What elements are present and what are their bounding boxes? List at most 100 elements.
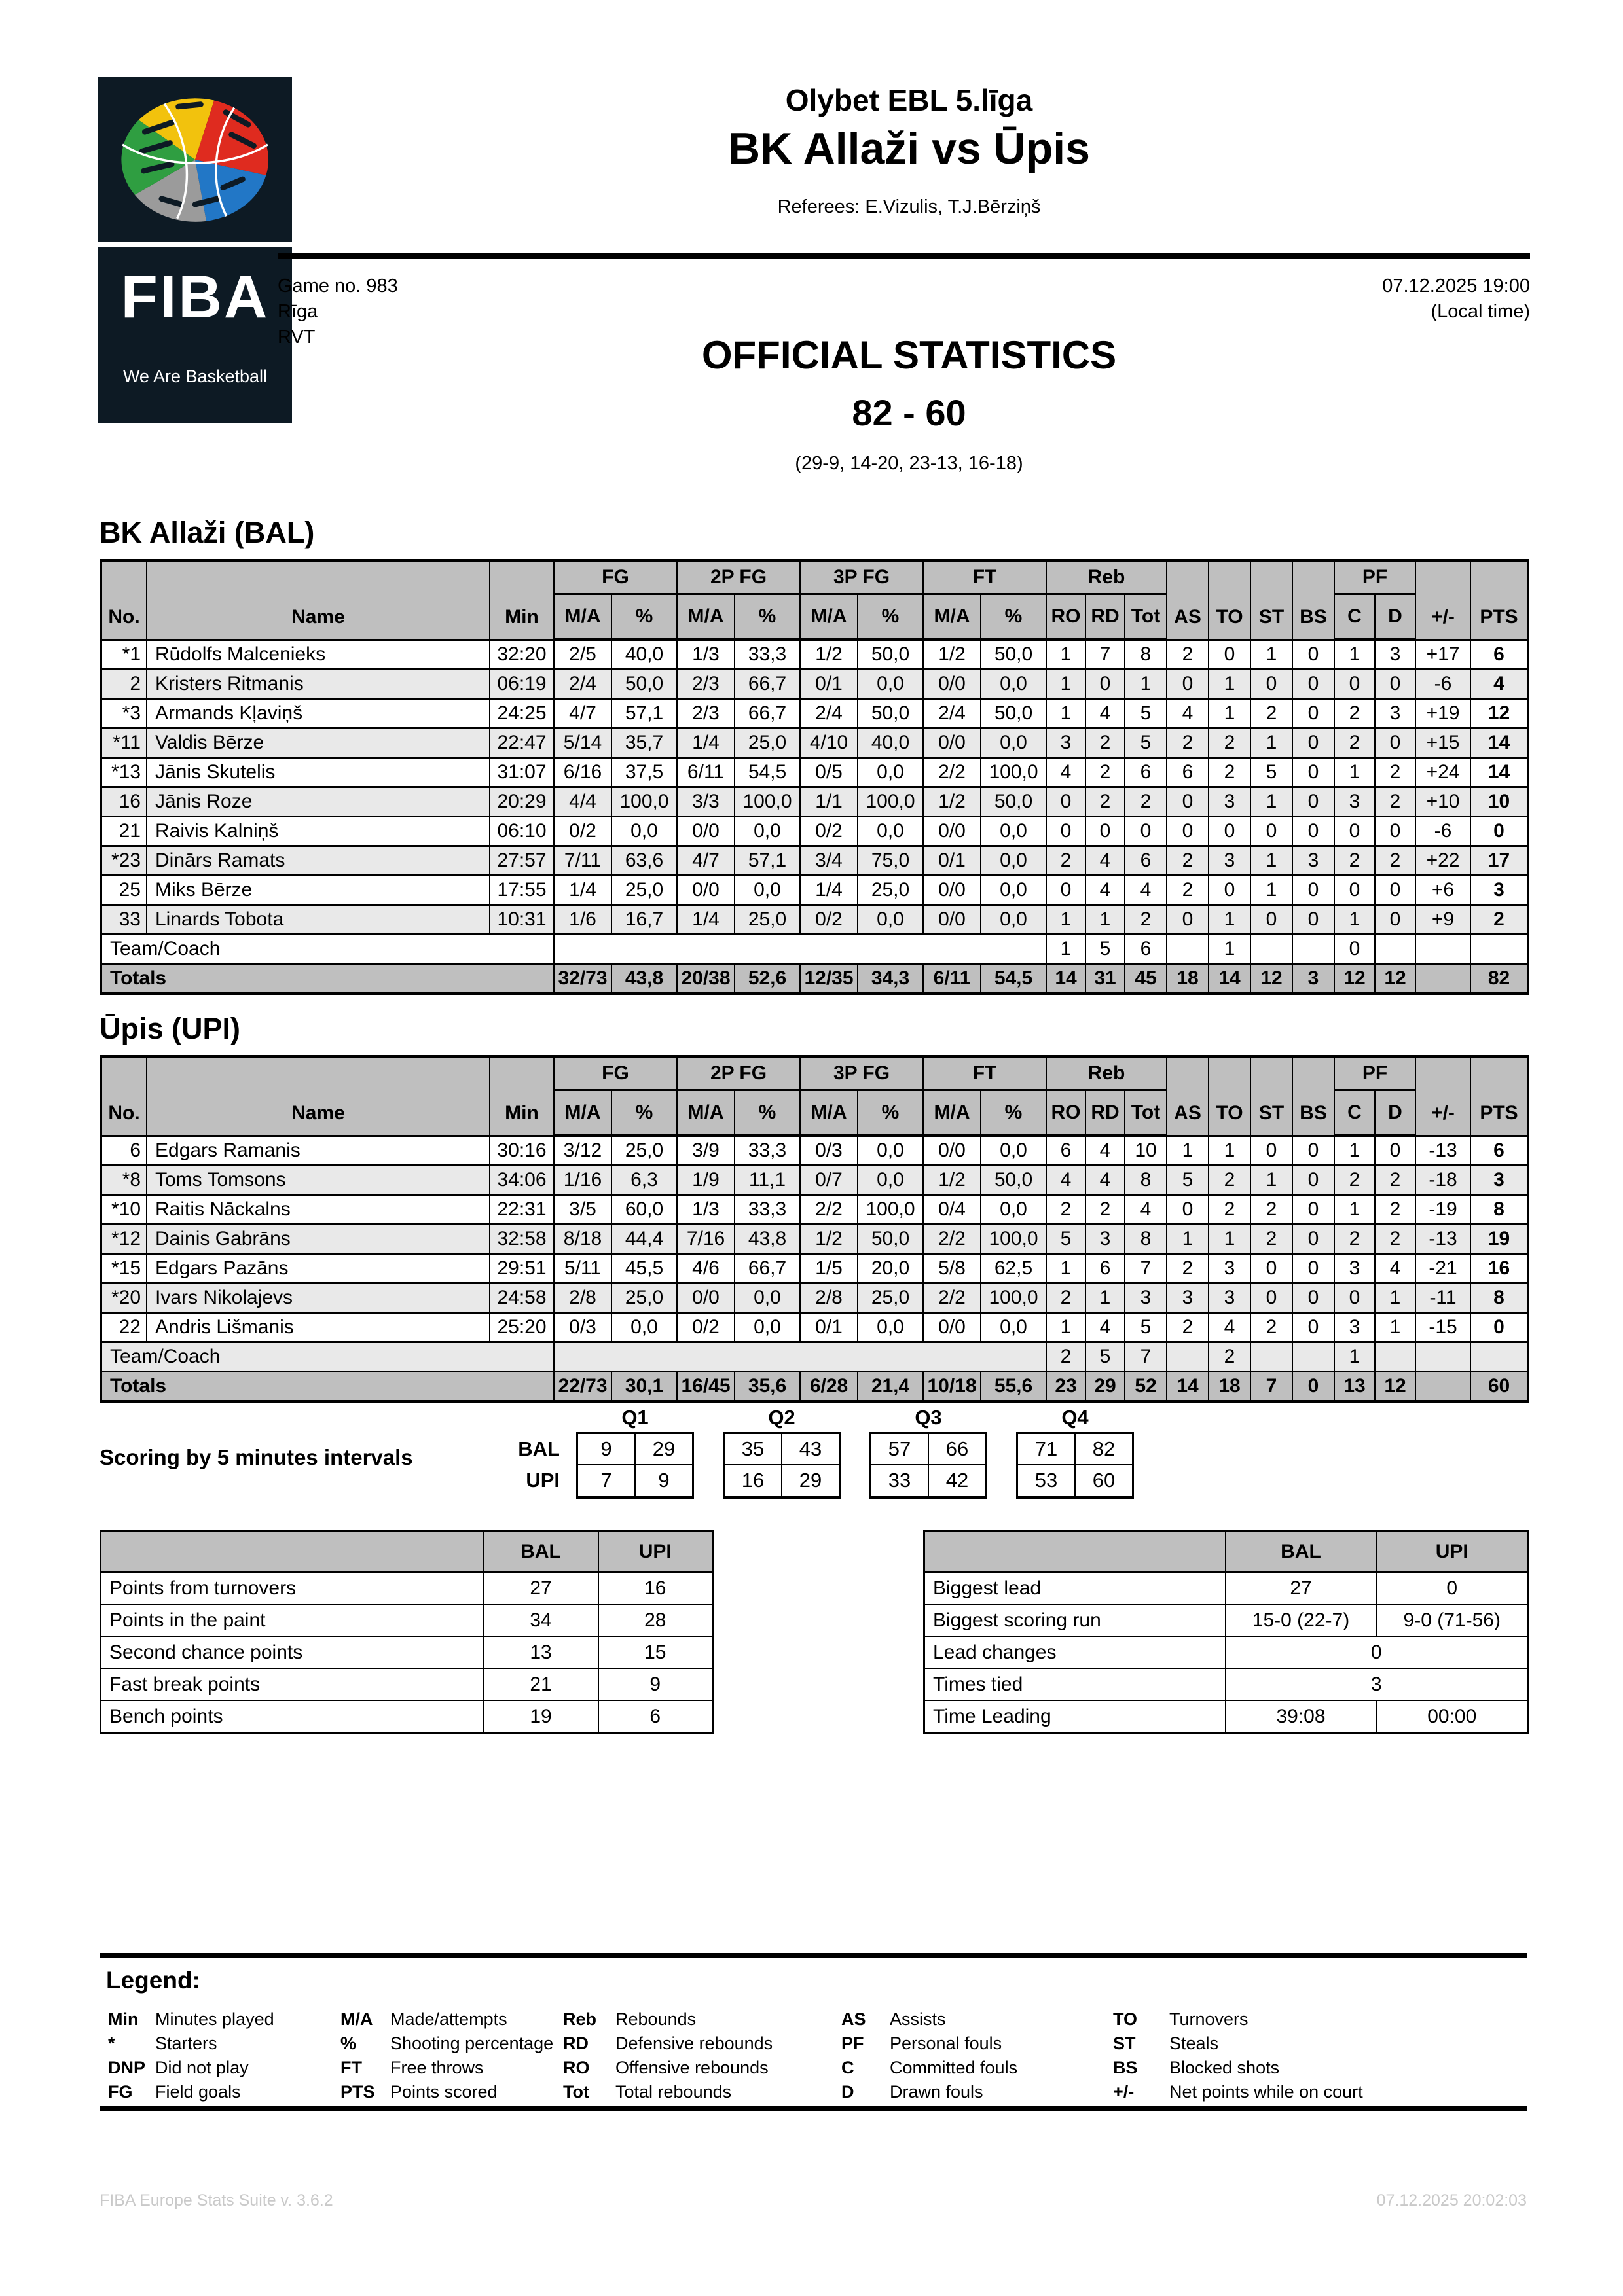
stat-cell: 2 (1085, 757, 1126, 788)
stat-cell: -6 (1415, 668, 1472, 700)
stat-cell: 1/6 (553, 904, 612, 935)
stat-cell: 2/2 (922, 1282, 982, 1314)
col-made-attempts: M/A (799, 593, 859, 641)
legend-abbr: % (340, 2034, 357, 2053)
stat-cell: +24 (1415, 757, 1472, 788)
stat-cell: 37,5 (610, 757, 678, 788)
totals-label: Totals (100, 963, 555, 995)
stat-cell: 19 (1470, 1223, 1529, 1255)
stat-cell: 2 (1085, 727, 1126, 759)
stat-cell: 0,0 (980, 1312, 1048, 1343)
legend-entry: D Drawn fouls (841, 2080, 1017, 2104)
comparison-team-header: UPI (1376, 1530, 1529, 1573)
stat-cell: 0 (1292, 1164, 1336, 1196)
comparison-label: Biggest scoring run (923, 1604, 1226, 1637)
stat-cell: 3 (1374, 638, 1417, 670)
comparison-table: BAL UPI Biggest lead 27 0 Biggest scoring run… (923, 1530, 1529, 1734)
stat-cell: 1 (1208, 933, 1252, 965)
stat-cell: 0,0 (980, 668, 1048, 700)
player-name-cell: Jānis Roze (146, 786, 490, 817)
stat-cell: -21 (1415, 1253, 1472, 1284)
stat-cell: 2/2 (922, 1223, 982, 1255)
stat-cell: 2 (1046, 845, 1087, 876)
stat-cell: 25,0 (857, 874, 924, 906)
comparison-value: 21 (483, 1668, 599, 1701)
stat-cell: 2 (1374, 1223, 1417, 1255)
comparison-blank-header (100, 1530, 484, 1573)
fiba-wordmark: FIBA (120, 263, 270, 331)
stat-cell: 3/12 (553, 1134, 612, 1166)
stat-cell: 32:58 (489, 1223, 555, 1255)
player-row: 2 Kristers Ritmanis 06:19 2/4 50,0 2/3 66,7 0/1… (100, 668, 1529, 700)
stat-cell: 100,0 (857, 1194, 924, 1225)
stat-cell: 1/5 (799, 1253, 859, 1284)
legend-entry: % Shooting percentage (340, 2032, 553, 2056)
stat-cell (1374, 1341, 1417, 1372)
final-score: 82 - 60 (852, 392, 966, 433)
game-info-left: Game no. 983 Rīga RVT (278, 274, 398, 350)
stat-cell: -13 (1415, 1134, 1472, 1166)
stat-cell: 33,3 (734, 1134, 801, 1166)
stat-cell: 0,0 (857, 757, 924, 788)
stat-cell: 17:55 (489, 874, 555, 906)
stat-cell: 4/7 (676, 845, 736, 876)
stat-cell: 4/7 (553, 698, 612, 729)
col-percentage: % (980, 593, 1048, 641)
legend-entry: C Committed fouls (841, 2056, 1017, 2080)
player-row: 16 Jānis Roze 20:29 4/4 100,0 3/3 100,0 1/1 100,… (100, 786, 1529, 817)
legend-description: Committed fouls (890, 2058, 1018, 2077)
stat-cell: 0 (1470, 1312, 1529, 1343)
player-row: *15 Edgars Pazāns 29:51 5/11 45,5 4/6 66,7 1/5 2… (100, 1253, 1529, 1284)
stat-cell: 0 (1374, 668, 1417, 700)
col-committed: C (1334, 593, 1376, 641)
stat-cell: 6 (1470, 1134, 1529, 1166)
legend-title: Legend: (106, 1967, 200, 1994)
stat-cell: 18 (1208, 1371, 1252, 1403)
col-made-attempts: M/A (553, 593, 612, 641)
stat-cell: 0/0 (922, 904, 982, 935)
stat-cell: 2 (1374, 845, 1417, 876)
stat-cell (1292, 1341, 1336, 1372)
stat-cell: 24:58 (489, 1282, 555, 1314)
stat-cell: 0 (1166, 904, 1210, 935)
player-row: *1 Rūdolfs Malcenieks 32:20 2/5 40,0 1/3 33,3 1… (100, 638, 1529, 670)
stat-cell: 0/1 (922, 845, 982, 876)
stat-cell: 0,0 (857, 1134, 924, 1166)
comparison-value: 15-0 (22-7) (1224, 1604, 1377, 1637)
stat-cell: 0 (1292, 668, 1336, 700)
stat-cell: 0/0 (922, 1312, 982, 1343)
stat-cell: 3 (1166, 1282, 1210, 1314)
legend-description: Points scored (390, 2082, 498, 2102)
player-number-cell: 6 (100, 1134, 147, 1166)
stat-cell: 7 (1124, 1253, 1168, 1284)
stat-cell: +19 (1415, 698, 1472, 729)
stat-cell: 1 (1374, 1282, 1417, 1314)
stat-cell: 8 (1124, 638, 1168, 670)
team-b-stats-table: No. Name Min FG 2P FG 3P FG FT Reb AS TO ST BS PF +/-… (100, 1055, 1530, 1403)
stat-cell: 0 (1292, 1134, 1336, 1166)
stat-cell: 1/2 (922, 638, 982, 670)
stat-cell: 0 (1046, 816, 1087, 847)
stat-cell: 50,0 (980, 786, 1048, 817)
stat-cell: 4 (1085, 1312, 1126, 1343)
stat-cell: 7 (1124, 1341, 1168, 1372)
player-name-cell: Miks Bērze (146, 874, 490, 906)
stat-cell: 16/45 (676, 1371, 736, 1403)
fiba-ball-icon (121, 98, 269, 222)
col-turnovers: TO (1208, 559, 1252, 641)
col-group-reb: Reb (1046, 1055, 1168, 1091)
stat-cell: 2/4 (553, 668, 612, 700)
stat-cell: 43,8 (734, 1223, 801, 1255)
stat-cell: 4 (1208, 1312, 1252, 1343)
stat-cell: 2 (1166, 845, 1210, 876)
legend-abbr: DNP (108, 2058, 146, 2077)
player-name-cell: Linards Tobota (146, 904, 490, 935)
stat-cell: 2/8 (553, 1282, 612, 1314)
stat-cell: 6 (1166, 757, 1210, 788)
stat-cell: 0 (1292, 727, 1336, 759)
team-comparison-table-right: BAL UPI Biggest lead 27 0 Biggest scoring run… (923, 1530, 1529, 1734)
col-percentage: % (734, 593, 801, 641)
scoring-row-label-upi: UPI (526, 1469, 560, 1492)
player-number-cell: *12 (100, 1223, 147, 1255)
stat-cell: -15 (1415, 1312, 1472, 1343)
